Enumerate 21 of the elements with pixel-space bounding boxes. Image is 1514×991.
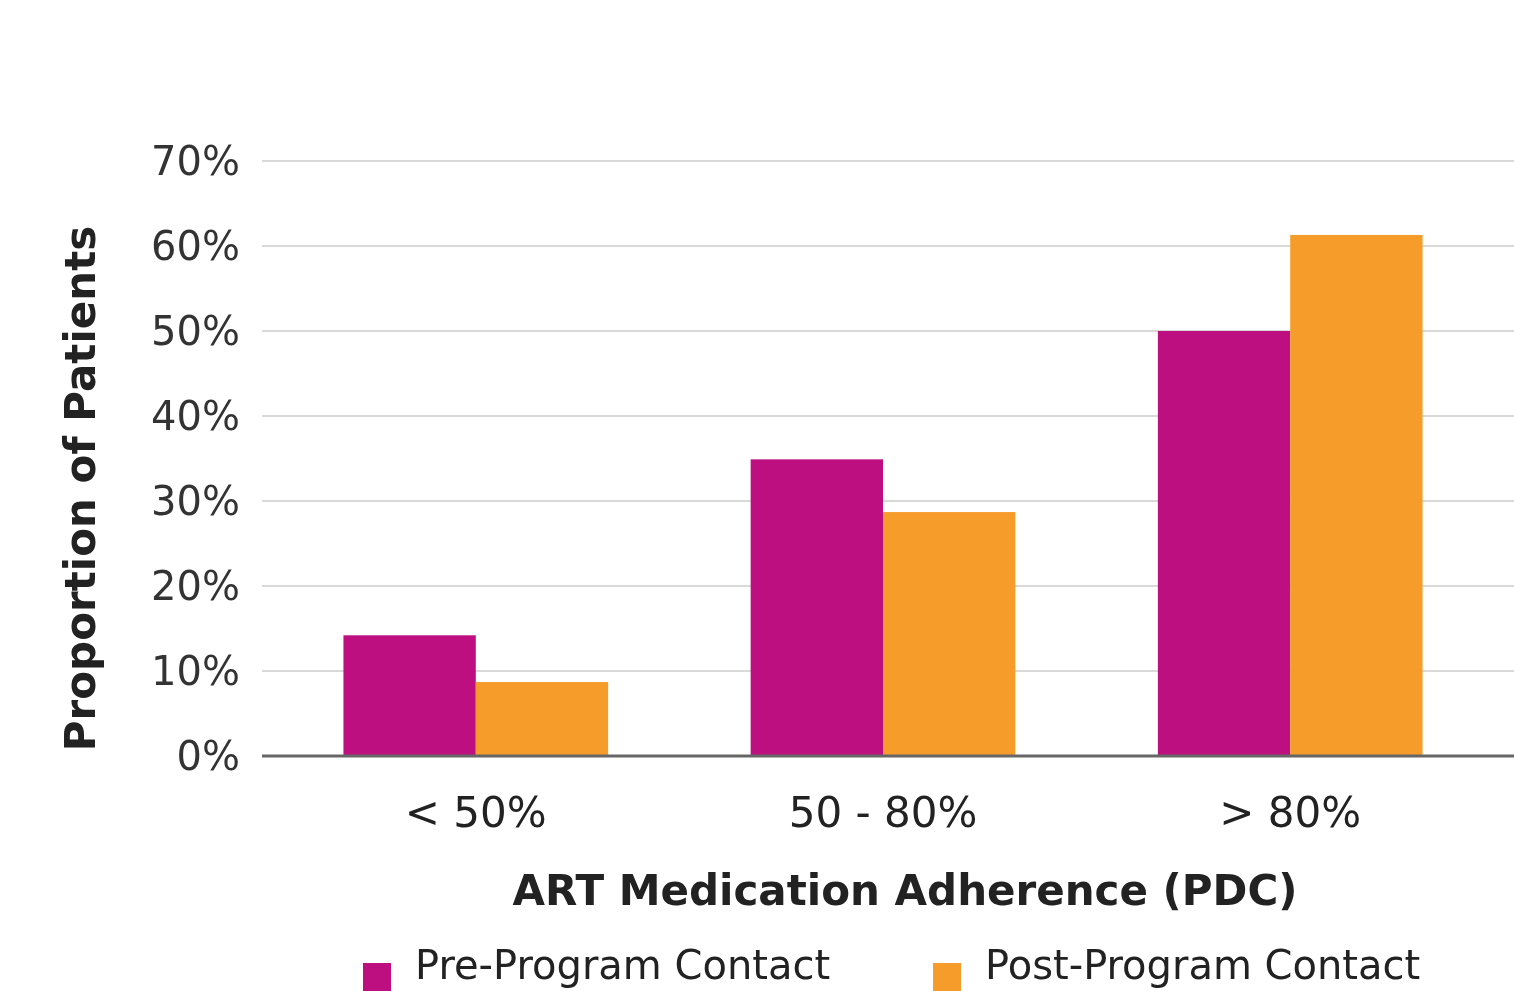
y-tick-label: 0% <box>176 733 240 779</box>
x-tick-label: < 50% <box>404 787 547 837</box>
y-tick-label: 60% <box>151 223 240 269</box>
y-tick-label: 20% <box>151 563 240 609</box>
y-tick-label: 70% <box>151 138 240 184</box>
y-tick-label: 50% <box>151 308 240 354</box>
y-tick-label: 10% <box>151 648 240 694</box>
y-axis-title: Proportion of Patients <box>55 225 105 752</box>
y-tick-label: 30% <box>151 478 240 524</box>
bar <box>883 512 1016 756</box>
bar <box>475 682 609 756</box>
y-tick-label: 40% <box>151 393 240 439</box>
bar <box>343 635 476 756</box>
bar <box>750 459 883 756</box>
legend-label: Pre-Program Contact <box>415 942 831 988</box>
x-axis-title: ART Medication Adherence (PDC) <box>512 865 1298 915</box>
bar <box>1157 331 1291 756</box>
bar <box>1290 234 1423 756</box>
legend-label: Post-Program Contact <box>985 942 1421 988</box>
x-tick-label: 50 - 80% <box>788 787 978 837</box>
x-tick-label: > 80% <box>1219 787 1362 837</box>
